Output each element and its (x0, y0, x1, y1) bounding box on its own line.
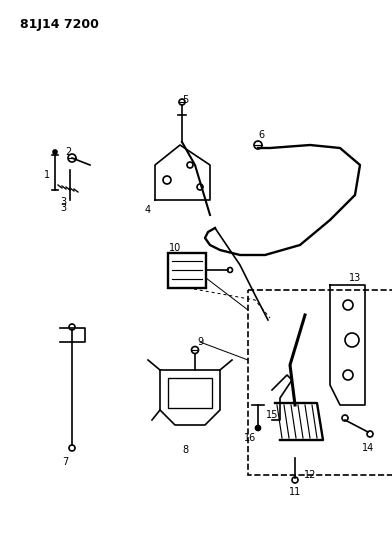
Text: 12: 12 (304, 470, 316, 480)
Text: 11: 11 (289, 487, 301, 497)
Text: 4: 4 (145, 205, 151, 215)
Text: 15: 15 (266, 410, 278, 420)
Text: 9: 9 (197, 337, 203, 347)
Text: 13: 13 (349, 273, 361, 283)
Text: 2: 2 (65, 147, 71, 157)
Text: 7: 7 (62, 457, 68, 467)
Circle shape (53, 150, 57, 154)
Text: 14: 14 (362, 443, 374, 453)
Text: 3: 3 (60, 197, 66, 207)
Text: 10: 10 (169, 243, 181, 253)
Bar (168, 378, 212, 408)
Text: 6: 6 (258, 130, 264, 140)
Text: 8: 8 (182, 445, 188, 455)
Bar (248, 290, 392, 475)
Text: 3: 3 (60, 203, 66, 213)
Text: 81J14 7200: 81J14 7200 (20, 18, 99, 31)
Text: 5: 5 (182, 95, 188, 105)
Circle shape (256, 425, 261, 431)
Text: 1: 1 (44, 170, 50, 180)
Text: 16: 16 (244, 433, 256, 443)
Bar (168, 253, 206, 288)
